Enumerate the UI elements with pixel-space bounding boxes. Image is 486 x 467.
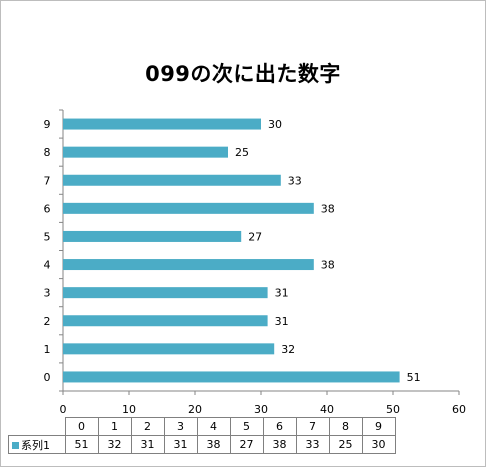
data-label-5: 27 [248,230,262,243]
data-table-value-6: 38 [262,435,297,454]
bar-5 [63,230,242,242]
category-label-7: 7 [44,174,51,187]
x-tick-label-50: 50 [386,403,400,416]
data-label-9: 30 [268,118,282,131]
series-name: 系列1 [21,438,50,452]
data-label-2: 31 [275,315,289,328]
data-label-7: 33 [288,174,302,187]
data-table-header-7: 7 [295,417,330,436]
x-tick-label-0: 0 [60,403,67,416]
category-label-1: 1 [44,343,51,356]
bar-8 [63,146,228,158]
data-table-value-1: 32 [97,435,132,454]
x-tick-label-10: 10 [122,403,136,416]
data-table-value-8: 25 [328,435,363,454]
data-table-header-1: 1 [97,417,132,436]
data-table-series-label: 系列1 [8,435,66,454]
data-table-header-2: 2 [130,417,165,436]
data-table-header-4: 4 [196,417,231,436]
data-table-header-6: 6 [262,417,297,436]
data-table-value-9: 30 [361,435,396,454]
data-table-header-8: 8 [328,417,363,436]
data-table-value-5: 27 [229,435,264,454]
category-label-6: 6 [44,202,51,215]
data-table-value-4: 38 [196,435,231,454]
x-tick-label-20: 20 [188,403,202,416]
x-tick-label-60: 60 [452,403,466,416]
x-tick-label-40: 40 [320,403,334,416]
bar-4 [63,259,314,271]
category-label-4: 4 [44,259,51,272]
chart-title: 099の次に出た数字 [145,62,341,86]
category-label-3: 3 [44,287,51,300]
data-label-8: 25 [235,146,249,159]
data-label-0: 51 [407,371,421,384]
data-table-value-0: 51 [64,435,99,454]
category-label-8: 8 [44,146,51,159]
bar-1 [63,343,275,355]
bar-3 [63,287,268,299]
category-label-5: 5 [44,230,51,243]
x-tick-label-30: 30 [254,403,268,416]
bar-2 [63,315,268,327]
bar-0 [63,371,400,383]
data-table-corner [9,418,66,436]
data-table-series-row: 系列1 51 32 31 31 38 27 38 33 25 30 [8,435,396,454]
data-label-3: 31 [275,287,289,300]
data-table-value-7: 33 [295,435,330,454]
data-label-1: 32 [281,343,295,356]
data-label-6: 38 [321,202,335,215]
bar-9 [63,118,261,130]
data-table-header-3: 3 [163,417,198,436]
category-label-2: 2 [44,315,51,328]
bar-7 [63,174,281,186]
category-label-0: 0 [44,371,51,384]
series-swatch [12,442,19,449]
data-table-value-3: 31 [163,435,198,454]
bar-6 [63,202,314,214]
data-label-4: 38 [321,259,335,272]
data-table-header-9: 9 [361,417,396,436]
data-table-value-2: 31 [130,435,165,454]
data-table-header-5: 5 [229,417,264,436]
category-label-9: 9 [44,118,51,131]
data-table-header-0: 0 [64,417,99,436]
